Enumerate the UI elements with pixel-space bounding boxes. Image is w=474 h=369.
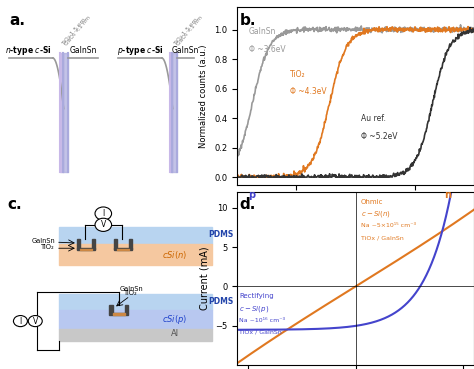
Y-axis label: Normalized counts (a.u.): Normalized counts (a.u.) [200, 44, 209, 148]
Bar [114, 248, 132, 251]
Circle shape [28, 315, 42, 327]
Bar [59, 227, 212, 244]
Text: TiOx / GaInSn: TiOx / GaInSn [239, 330, 282, 335]
Text: $\it{p}$-type $\it{c}$-Si: $\it{p}$-type $\it{c}$-Si [117, 44, 164, 57]
Text: c.: c. [7, 197, 21, 212]
Text: PDMS: PDMS [209, 230, 234, 239]
Text: a.: a. [9, 13, 25, 28]
Bar [59, 244, 212, 265]
Text: TiO₂: TiO₂ [290, 70, 306, 79]
Bar [117, 249, 129, 251]
Bar [129, 239, 132, 249]
Bar [59, 310, 212, 329]
Bar [109, 305, 113, 313]
Text: $\it{n}$-type $\it{c}$-Si: $\it{n}$-type $\it{c}$-Si [5, 44, 52, 57]
Text: PDMS: PDMS [209, 297, 234, 306]
Text: n: n [444, 190, 451, 200]
Text: Ohmic: Ohmic [361, 199, 383, 205]
Text: $\it{cSi(n)}$: $\it{cSi(n)}$ [162, 249, 188, 261]
Text: $\it{c-Si (p)}$: $\it{c-Si (p)}$ [239, 304, 269, 314]
Text: b.: b. [239, 13, 256, 28]
Text: TiOx / GaInSn: TiOx / GaInSn [361, 235, 404, 240]
Text: Φ ~4.3eV: Φ ~4.3eV [290, 87, 327, 96]
Text: GaOₓ <1 nm: GaOₓ <1 nm [64, 15, 92, 46]
Text: GaInSn: GaInSn [119, 286, 143, 292]
Text: I: I [19, 317, 21, 325]
Text: GaInSn: GaInSn [172, 46, 200, 55]
Bar [59, 329, 212, 341]
Bar [80, 249, 92, 251]
Text: Rectifying: Rectifying [239, 293, 274, 299]
Text: $\it{c-Si (n)}$: $\it{c-Si (n)}$ [361, 209, 391, 219]
Text: GaInSn: GaInSn [70, 46, 97, 55]
Bar [92, 239, 95, 249]
Text: I: I [102, 209, 104, 218]
Text: Φ ~5.2eV: Φ ~5.2eV [361, 132, 398, 141]
Bar [114, 239, 117, 249]
Text: GaOₓ <1 nm: GaOₓ <1 nm [176, 15, 204, 46]
Circle shape [13, 315, 27, 327]
Text: GaInSn: GaInSn [249, 27, 276, 36]
Text: Φ ~3.6eV: Φ ~3.6eV [249, 45, 285, 54]
Text: $\it{cSi(p)}$: $\it{cSi(p)}$ [162, 313, 188, 326]
Text: V: V [100, 220, 106, 229]
Text: TiO₂: TiO₂ [41, 244, 55, 250]
Text: V: V [33, 317, 38, 325]
Text: p: p [248, 190, 255, 200]
X-axis label: Binding Energy (eV): Binding Energy (eV) [307, 209, 404, 219]
Bar [109, 313, 128, 315]
Text: GaInSn: GaInSn [31, 238, 55, 244]
Text: TiO₂: TiO₂ [124, 290, 138, 296]
Circle shape [95, 207, 111, 220]
Text: TiO₂ 1.5 nm: TiO₂ 1.5 nm [61, 17, 87, 46]
Text: Au ref.: Au ref. [361, 114, 386, 123]
Text: TiO₂ 1.5 nm: TiO₂ 1.5 nm [173, 17, 199, 46]
Bar [59, 294, 212, 310]
Text: Al: Al [171, 329, 179, 338]
Bar [113, 313, 125, 315]
Bar [125, 305, 128, 313]
Y-axis label: Current (mA): Current (mA) [200, 247, 210, 310]
Bar [77, 248, 95, 251]
Text: d.: d. [239, 197, 256, 212]
Text: Na ~10¹⁶ cm⁻³: Na ~10¹⁶ cm⁻³ [239, 318, 285, 323]
Text: Na ~5×10¹⁵ cm⁻³: Na ~5×10¹⁵ cm⁻³ [361, 223, 416, 228]
Circle shape [95, 218, 111, 231]
Bar [77, 239, 80, 249]
